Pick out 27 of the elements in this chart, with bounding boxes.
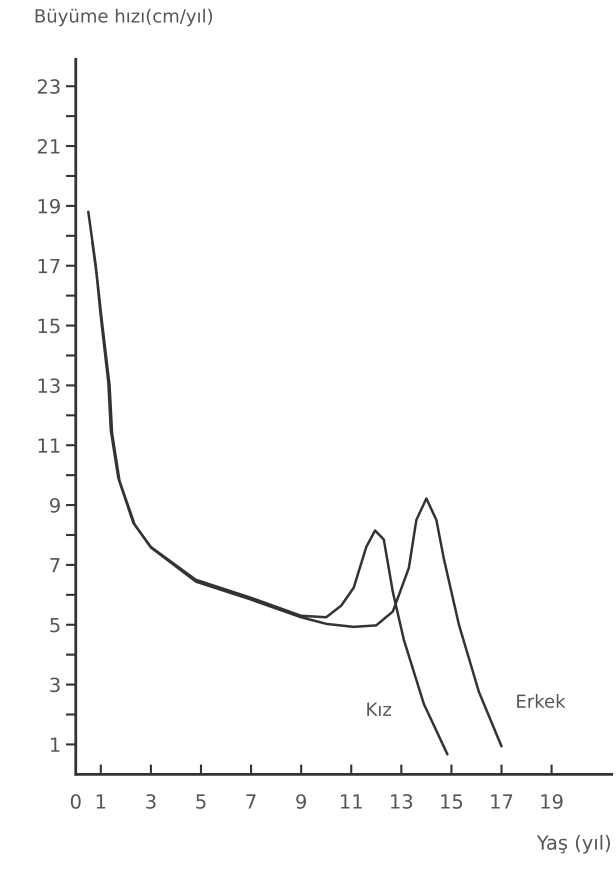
y-axis-title: Büyüme hızı(cm/yıl) xyxy=(36,8,212,26)
y-tick-label: 5 xyxy=(50,618,60,632)
y-tick-label: 13 xyxy=(38,378,60,394)
y-tick-label: 15 xyxy=(38,318,60,334)
y-tick-label: 9 xyxy=(50,498,60,513)
x-tick-label: 1 xyxy=(96,794,106,809)
x-axis-title: Yaş (yıl) xyxy=(536,834,610,854)
x-tick-label: 0 xyxy=(70,794,81,809)
y-tick-label: 21 xyxy=(38,139,60,154)
y-tick-label: 19 xyxy=(38,198,60,214)
x-tick-label: 13 xyxy=(391,794,412,809)
x-tick-label: 17 xyxy=(491,794,512,809)
x-tick-label: 11 xyxy=(341,794,362,809)
y-tick-label: 3 xyxy=(50,678,60,692)
x-tick-label: 7 xyxy=(246,794,256,809)
x-tick-label: 19 xyxy=(541,794,563,809)
x-tick-label: 15 xyxy=(441,794,462,809)
x-tick-label: 5 xyxy=(196,794,206,809)
x-tick-label: 3 xyxy=(146,794,156,809)
y-tick-label: 23 xyxy=(38,79,60,94)
x-tick-label: 9 xyxy=(296,794,306,809)
y-tick-label: 7 xyxy=(50,558,60,572)
y-tick-label: 17 xyxy=(38,258,60,274)
series-label: Kız xyxy=(367,702,392,716)
series-label: Erkek xyxy=(517,694,566,708)
y-tick-label: 1 xyxy=(50,738,60,752)
y-tick-label: 11 xyxy=(38,438,60,453)
